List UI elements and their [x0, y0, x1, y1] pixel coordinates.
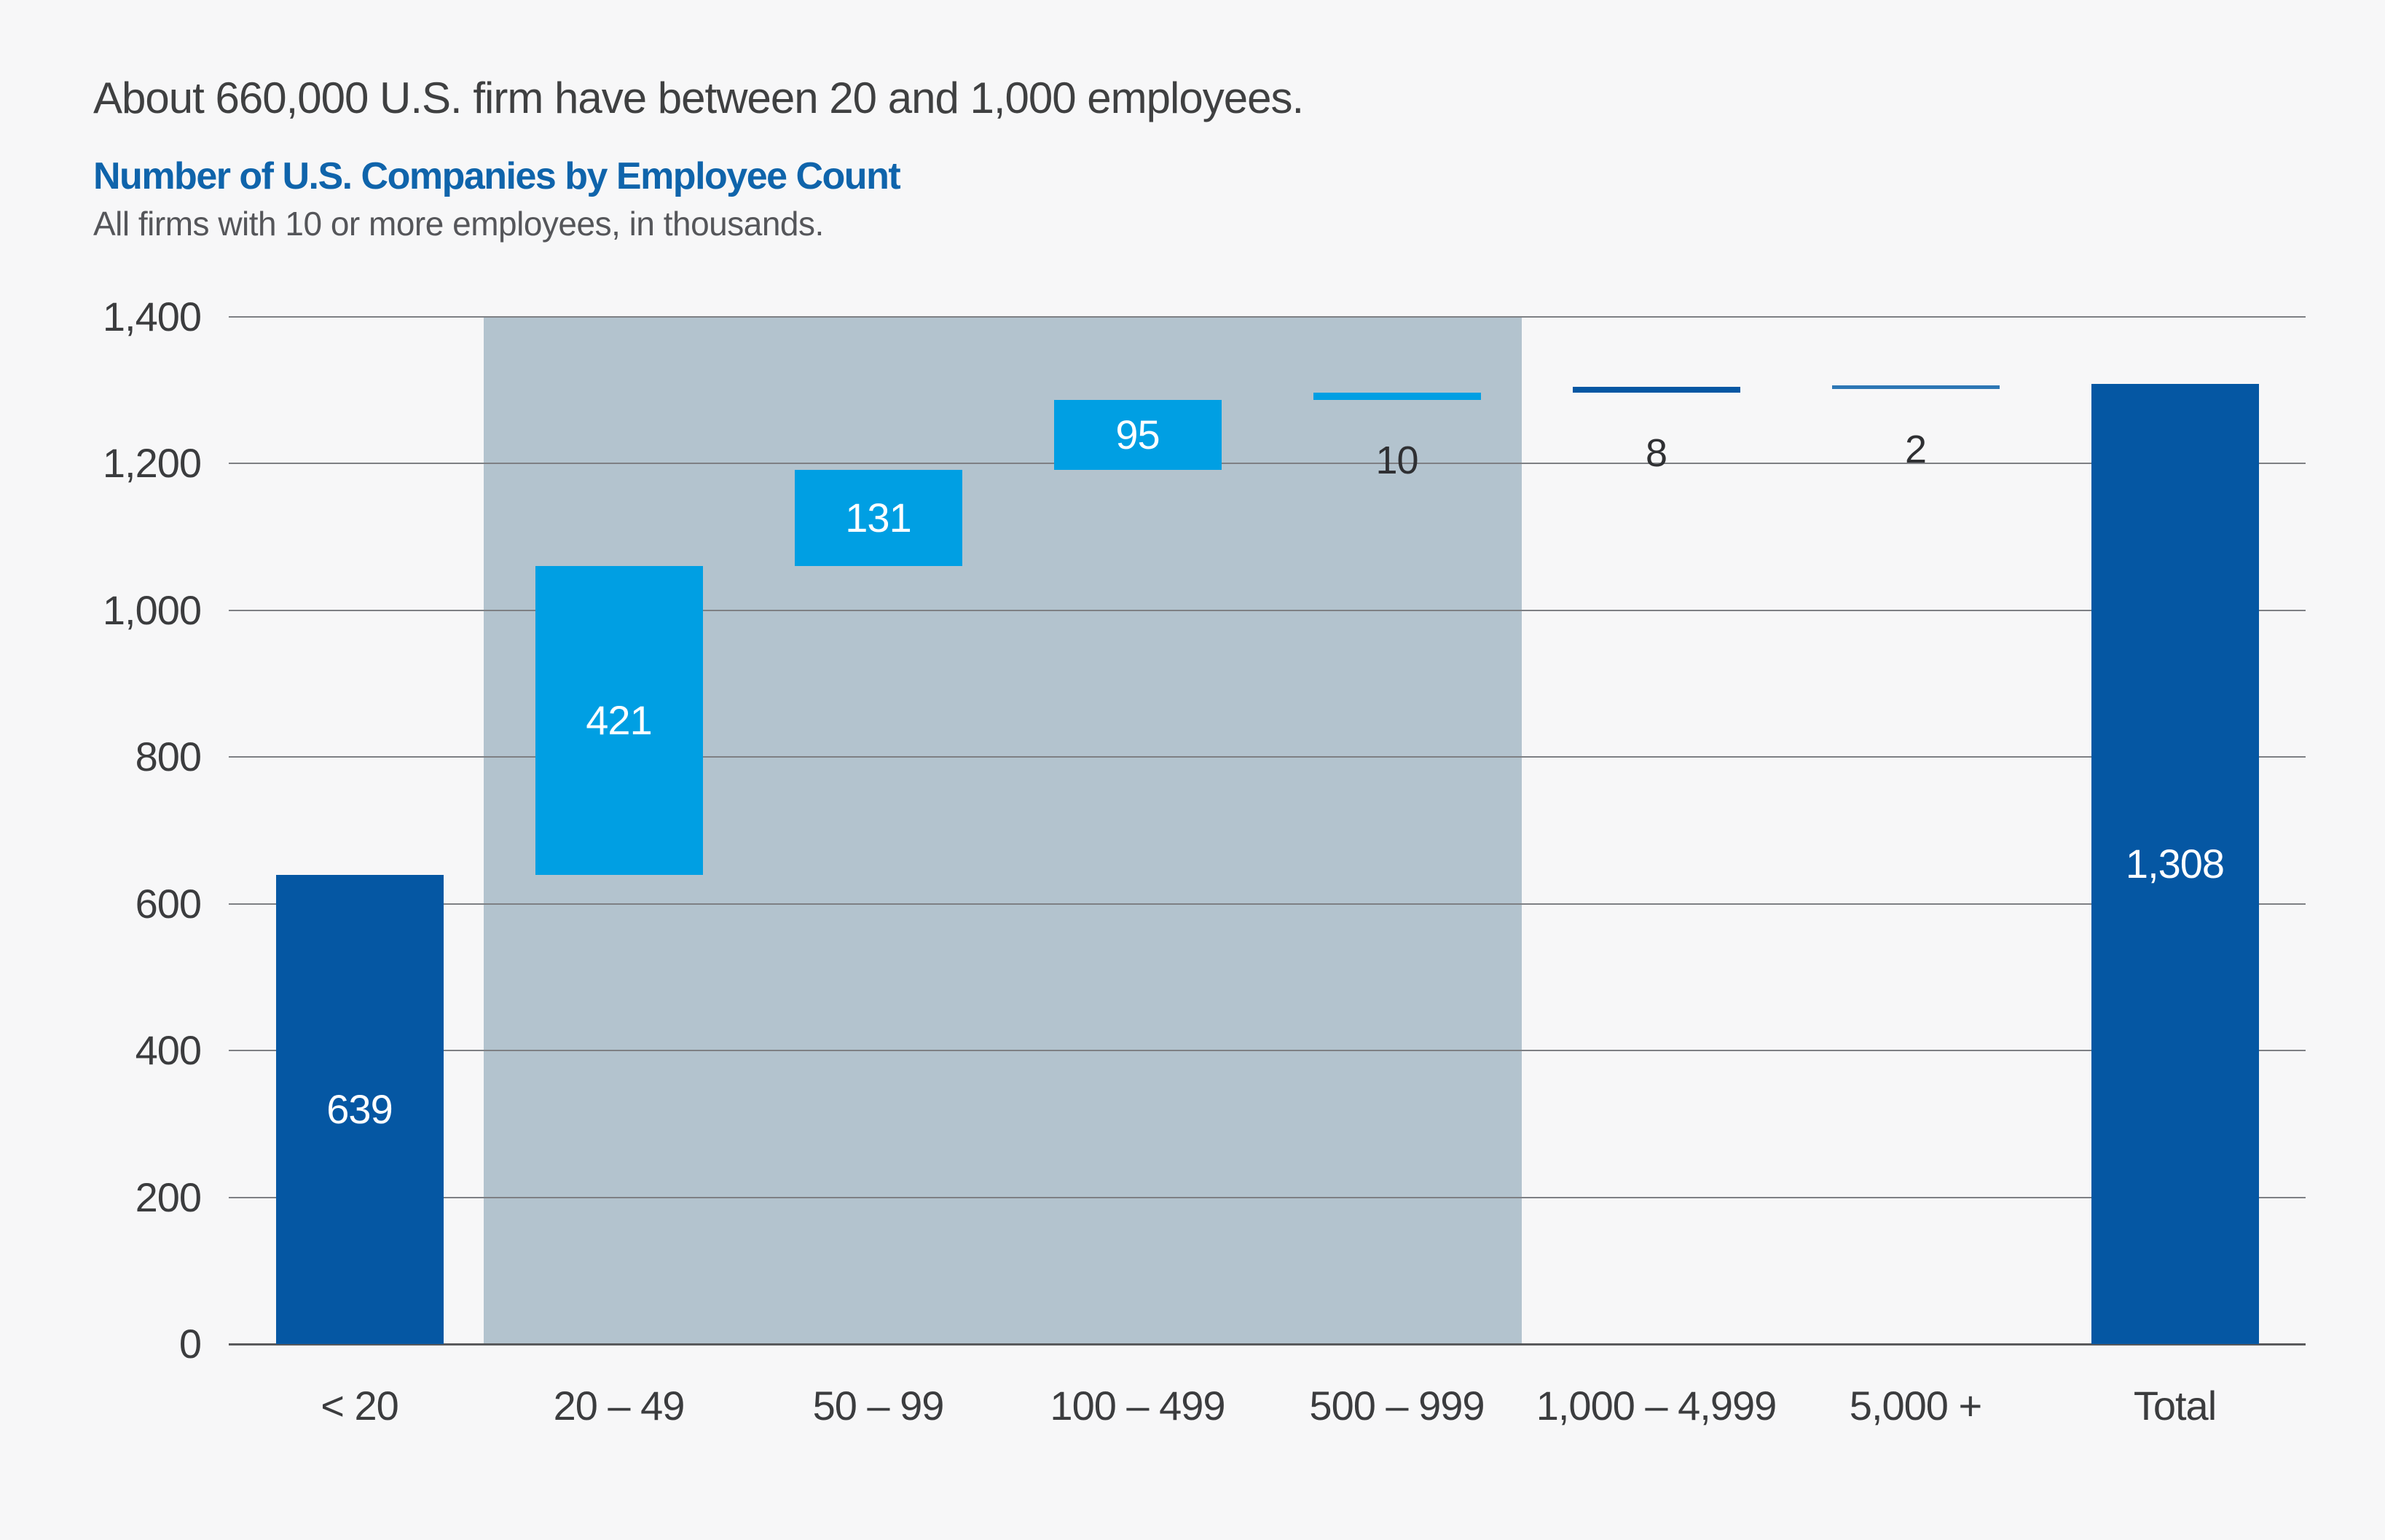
y-tick-label-1200: 1,200: [102, 440, 202, 486]
x-axis-label-5: 1,000 – 4,999: [1536, 1383, 1777, 1429]
bar-1: [535, 566, 703, 876]
gridline-400: [229, 1050, 2306, 1051]
x-axis-label-2: 50 – 99: [812, 1383, 945, 1429]
y-tick-label-0: 0: [178, 1321, 202, 1367]
bar-value-label-2: 131: [845, 495, 911, 541]
bar-0: [275, 875, 444, 1344]
bar-value-label-6: 2: [1904, 428, 1927, 472]
kicker-text: About 660,000 U.S. firm have between 20 …: [93, 74, 1304, 122]
bar-value-label-0: 639: [326, 1086, 393, 1133]
gridline-200: [229, 1196, 2306, 1198]
y-tick-label-400: 400: [135, 1027, 202, 1073]
x-axis-baseline: [229, 1343, 2306, 1345]
gridline-600: [229, 903, 2306, 905]
bar-value-label-3: 95: [1115, 412, 1160, 458]
x-axis-label-4: 500 – 999: [1309, 1383, 1485, 1429]
bar-7: [2091, 384, 2259, 1344]
x-axis-label-0: < 20: [321, 1383, 399, 1429]
bar-value-label-7: 1,308: [2125, 841, 2225, 887]
bar-value-label-1: 421: [586, 697, 652, 744]
y-tick-label-200: 200: [135, 1174, 202, 1220]
x-axis-label-6: 5,000 +: [1849, 1383, 1982, 1429]
x-axis-label-7: Total: [2133, 1383, 2217, 1429]
y-tick-label-1000: 1,000: [102, 586, 202, 633]
x-axis-label-1: 20 – 49: [553, 1383, 685, 1429]
chart-title: Number of U.S. Companies by Employee Cou…: [93, 155, 901, 197]
y-tick-label-600: 600: [135, 880, 202, 927]
gridline-1000: [229, 609, 2306, 611]
y-tick-label-1400: 1,400: [102, 293, 202, 339]
bar-value-label-5: 8: [1645, 431, 1667, 476]
bar-3: [1053, 400, 1222, 471]
x-axis-label-3: 100 – 499: [1050, 1383, 1225, 1429]
bar-4: [1313, 393, 1481, 401]
gridline-1200: [229, 463, 2306, 464]
gridline-1400: [229, 315, 2306, 318]
chart-subtitle: All firms with 10 or more employees, in …: [93, 205, 824, 243]
bar-2: [794, 470, 962, 567]
gridline-800: [229, 756, 2306, 758]
bar-5: [1572, 387, 1740, 393]
bar-6: [1831, 385, 2000, 390]
bar-value-label-4: 10: [1375, 439, 1418, 483]
y-tick-label-800: 800: [135, 734, 202, 779]
